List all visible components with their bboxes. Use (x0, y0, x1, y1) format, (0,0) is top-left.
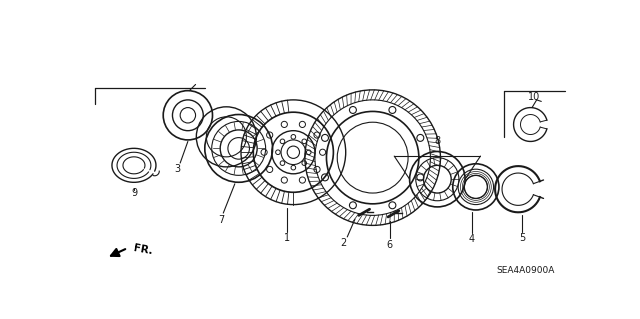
Text: 10: 10 (528, 92, 541, 102)
Text: 5: 5 (519, 233, 525, 243)
Text: 7: 7 (219, 215, 225, 225)
Text: 1: 1 (284, 234, 291, 243)
Text: 3: 3 (175, 164, 181, 174)
Text: SEA4A0900A: SEA4A0900A (497, 266, 555, 275)
Text: 6: 6 (387, 240, 393, 250)
Text: FR.: FR. (132, 243, 153, 256)
Text: 2: 2 (340, 238, 346, 248)
Text: 4: 4 (469, 234, 475, 244)
Text: 8: 8 (435, 136, 440, 146)
Text: 9: 9 (131, 188, 137, 198)
